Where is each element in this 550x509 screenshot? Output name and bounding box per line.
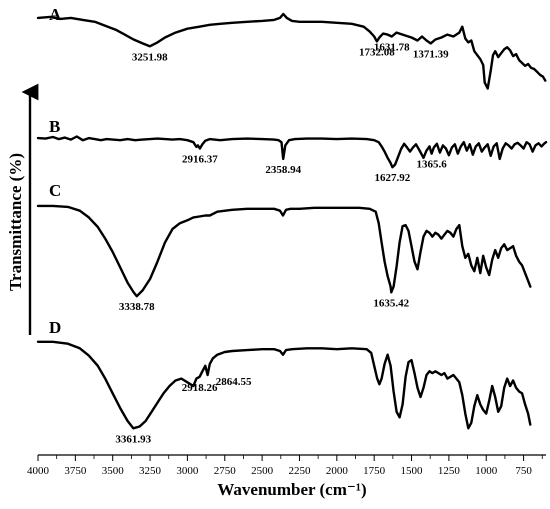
panel-label-c: C [49, 181, 61, 200]
x-tick-label: 2500 [251, 465, 274, 477]
peak-label: 2916.37 [182, 154, 218, 166]
y-axis-title: Transmittance (%) [6, 153, 25, 291]
x-tick-label: 750 [515, 465, 532, 477]
spectrum-line-b [36, 135, 548, 169]
x-tick-label: 2000 [326, 465, 349, 477]
x-tick-label: 3250 [139, 465, 162, 477]
peak-label: 2918.26 [182, 382, 218, 394]
x-tick-label: 2750 [214, 465, 237, 477]
peak-label: 1631.78 [374, 42, 410, 54]
x-tick-label: 4000 [27, 465, 50, 477]
x-tick-label: 1500 [401, 465, 424, 477]
peak-label: 3361.93 [115, 433, 151, 445]
x-tick-label: 3500 [102, 465, 125, 477]
spectrum-line-a [36, 12, 547, 90]
spectrum-line-c [36, 204, 532, 298]
panel-label-d: D [49, 318, 61, 337]
x-tick-label: 2250 [288, 465, 311, 477]
peak-label: 1627.92 [375, 172, 411, 184]
x-axis-ticks: 4000 3750 3500 3250 3000 2750 2500 2250 2000 1750… [27, 455, 543, 477]
peak-label: 1732.08 [359, 46, 395, 58]
x-tick-label: 1250 [438, 465, 461, 477]
peak-label: 2358.94 [265, 164, 301, 176]
x-tick-label: 3750 [64, 465, 87, 477]
panel-label-b: B [49, 117, 60, 136]
x-tick-label: 1750 [363, 465, 386, 477]
peak-label: 1635.42 [373, 297, 409, 309]
x-tick-label: 1000 [475, 465, 498, 477]
peak-label: 1365.6 [416, 159, 447, 171]
peak-label: 2864.55 [216, 376, 252, 388]
x-axis-title: Wavenumber (cm⁻¹) [217, 480, 366, 499]
peak-label: 1371.39 [413, 48, 449, 60]
panel-label-a: A [49, 5, 62, 24]
peak-label: 3338.78 [119, 301, 155, 313]
peak-label: 3251.98 [132, 51, 168, 63]
spectrum-line-d [36, 340, 532, 430]
x-tick-label: 3000 [176, 465, 199, 477]
